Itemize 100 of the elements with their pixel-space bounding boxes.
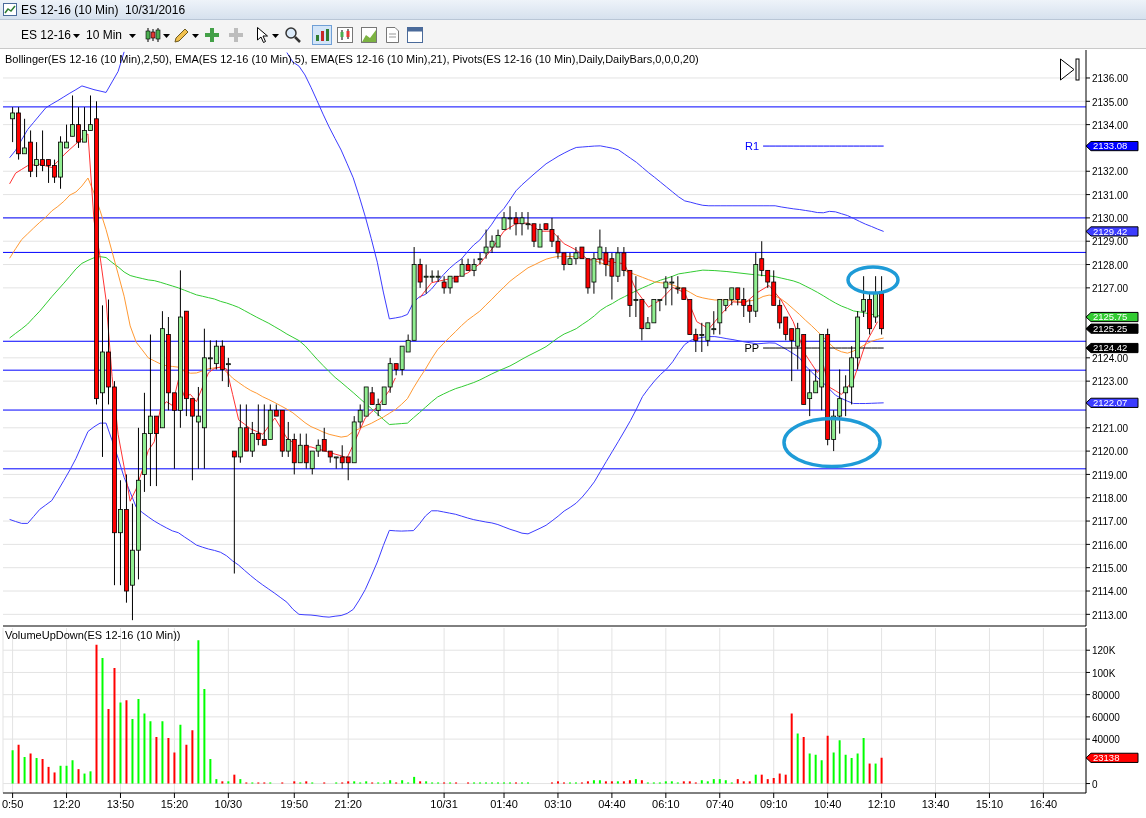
x-tick-label: 13:40 [921,797,950,810]
bar [89,771,92,784]
y-tick-label: 2122.07 [1093,397,1128,409]
bar [766,779,769,784]
bar [239,779,242,784]
bar [53,772,56,784]
x-tick-label: 0:50 [1,797,24,810]
text: ES 12-16 [21,28,72,42]
bar [71,760,74,784]
bar [305,781,308,784]
bar [862,738,865,784]
bar [83,773,86,784]
bar [610,781,613,784]
x-tick-label: 15:10 [975,797,1004,810]
y-tick-label: 2123.00 [1092,376,1129,388]
bar [772,778,775,784]
bar [413,776,416,784]
bar [11,750,14,784]
bar [760,774,763,784]
chart-subtitle: Bollinger(ES 12-16 (10 Min),2,50), EMA(ES 12-16 (10 Min),5), EMA(ES 12-16 (10 Min),21), Pivots(ES 12-16 (10 Min),Daily,DailyBars,0,0,0,20) [5,53,699,66]
bar [65,765,68,784]
y-tick-label: 2136.00 [1092,73,1129,85]
x-tick-label: 10/30 [214,797,243,810]
bar [796,733,799,784]
bar [17,744,20,784]
bar [868,763,871,784]
bar [712,779,715,784]
x-tick-label: 16:40 [1029,797,1058,810]
bar [820,760,823,784]
x-tick-label: 19:50 [280,797,309,810]
y-tick-label: 2128.00 [1092,259,1129,271]
bar [149,721,152,784]
x-tick-label: 09:10 [759,797,788,810]
y-tick-label: 2119.00 [1092,469,1128,481]
y-tick-label: 40000 [1092,734,1121,746]
bar [41,759,44,784]
bar [826,735,829,784]
x-tick-label: 21:20 [334,797,362,810]
bar [203,689,206,784]
bar [365,781,368,784]
y-tick-label: 2132.00 [1092,166,1129,178]
bar [209,759,212,784]
y-tick-label: 2135.00 [1092,96,1129,108]
bar [389,780,392,784]
y-tick-label: 2134.00 [1092,119,1129,131]
bar [880,757,883,784]
y-tick-label: 2115.00 [1092,562,1128,574]
bar [215,779,218,784]
y-tick-label: 2121.00 [1092,422,1129,434]
bar [718,779,721,784]
bar [856,753,859,784]
bar [808,753,811,784]
x-tick-label: 10:40 [813,797,842,810]
y-tick-label: 2125.25 [1093,323,1128,335]
y-tick-label: 2113.00 [1092,609,1128,621]
y-tick-label: 2124.42 [1093,342,1128,354]
bar [556,781,559,784]
bar [628,780,631,784]
bar [622,781,625,784]
bar [137,699,140,784]
bar [107,709,110,784]
bar [23,756,26,784]
bar [754,774,757,784]
bar [586,781,589,784]
bar [179,724,182,784]
bar [197,640,200,784]
bar [155,736,158,784]
y-tick-label: 2118.00 [1092,492,1128,504]
x-tick-label: 12:10 [867,797,896,810]
bar [59,765,62,784]
x-tick-label: 15:20 [160,797,189,810]
bar [293,781,296,784]
bar [47,766,50,784]
y-tick-label: 0 [1092,778,1098,790]
x-tick-label: 03:10 [544,797,572,810]
bar [616,781,619,784]
bar [173,752,176,784]
bar [221,781,224,784]
bar [706,781,709,784]
bar [814,754,817,784]
bar [125,700,128,784]
y-tick-label: 2125.75 [1093,311,1128,323]
y-tick-label: 2129.00 [1092,236,1129,248]
bar [748,781,751,784]
bar [101,658,104,784]
x-tick-label: 13:50 [106,797,135,810]
bar [227,781,230,784]
y-tick-label: 2130.00 [1092,213,1129,225]
x-tick-label: 10/31 [430,797,458,810]
chart-title: VolumeUpDown(ES 12-16 (10 Min)) [5,629,181,641]
y-tick-label: 120K [1092,645,1116,657]
bar [167,738,170,784]
bar [347,781,350,784]
candlestick [477,252,483,266]
bar [700,780,703,784]
y-tick-label: 2114.00 [1092,586,1128,598]
bar [95,644,98,784]
bar [832,752,835,784]
bar [29,753,32,784]
bar [688,781,691,784]
